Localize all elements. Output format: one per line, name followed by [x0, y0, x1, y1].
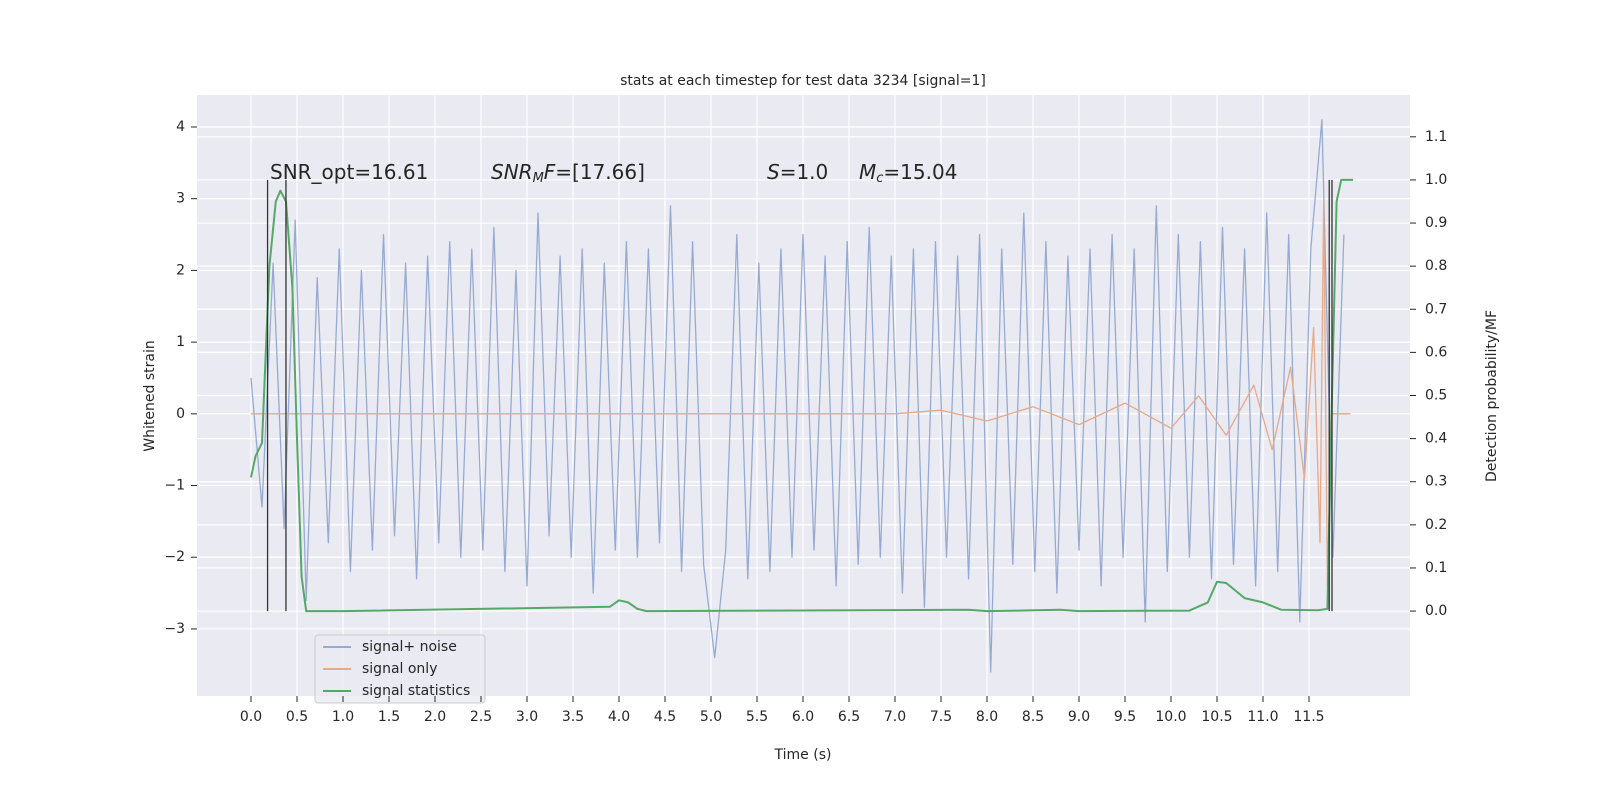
annotation: Mc=15.04: [859, 160, 957, 186]
y-tick-label: 2: [176, 262, 185, 278]
annotation-part: =1.0: [780, 160, 829, 184]
y2-tick-label: 0.0: [1425, 603, 1447, 619]
x-tick-label: 5.5: [746, 709, 768, 725]
x-tick-label: 2.0: [424, 709, 446, 725]
x-tick-label: 7.5: [930, 709, 952, 725]
legend-label: signal statistics: [362, 683, 470, 699]
x-tick-label: 6.0: [792, 709, 814, 725]
annotation-part: M: [533, 171, 544, 186]
y2-tick-label: 0.7: [1425, 301, 1447, 317]
y2-tick-label: 0.3: [1425, 474, 1447, 490]
y-tick-label: −1: [164, 478, 185, 494]
legend-label: signal+ noise: [362, 639, 457, 655]
x-tick-label: 9.0: [1068, 709, 1090, 725]
annotation-part: SNR: [491, 160, 533, 184]
x-axis-label: Time (s): [774, 747, 832, 763]
x-tick-label: 11.5: [1293, 709, 1324, 725]
x-tick-label: 2.5: [470, 709, 492, 725]
x-tick-label: 10.0: [1155, 709, 1186, 725]
x-tick-label: 5.0: [700, 709, 722, 725]
x-tick-label: 0.0: [240, 709, 262, 725]
y-tick-label: 4: [176, 119, 185, 135]
annotation-part: c: [876, 171, 883, 186]
y-tick-label: −3: [164, 621, 185, 637]
legend-label: signal only: [362, 661, 437, 677]
y2-tick-label: 0.6: [1425, 344, 1447, 360]
legend: signal+ noise signal only signal statistic…: [314, 634, 486, 704]
annotations: SNR_opt=16.61 SNRMF=[17.66] S=1.0 Mc=15.04: [270, 160, 957, 186]
y2-tick-label: 0.2: [1425, 517, 1447, 533]
annotation: SNR_opt=16.61: [270, 160, 428, 184]
y-axis-label: Whitened strain: [142, 340, 158, 451]
x-tick-label: 8.0: [976, 709, 998, 725]
x-tick-label: 1.5: [378, 709, 400, 725]
annotation-part: SNR_opt=16.61: [270, 160, 428, 184]
x-tick-label: 4.0: [608, 709, 630, 725]
annotation-part: =[17.66]: [555, 160, 645, 184]
legend-box: [314, 634, 486, 704]
y2-tick-label: 0.5: [1425, 388, 1447, 404]
marks: [250, 119, 1354, 673]
x-tick-label: 6.5: [838, 709, 860, 725]
series-line: [250, 178, 1354, 613]
x-tick-label: 10.5: [1201, 709, 1232, 725]
x-tick-label: 4.5: [654, 709, 676, 725]
chart-title: stats at each timestep for test data 323…: [620, 73, 986, 89]
y2-tick-label: 1.0: [1425, 172, 1447, 188]
annotation-part: S: [767, 160, 780, 184]
y-tick-label: 0: [176, 406, 185, 422]
annotation: S=1.0: [767, 160, 828, 184]
x-tick-label: 8.5: [1022, 709, 1044, 725]
series-line: [251, 198, 1351, 587]
annotation: SNRMF=[17.66]: [491, 160, 645, 186]
x-tick-label: 3.5: [562, 709, 584, 725]
y-tick-label: −2: [164, 549, 185, 565]
y-tick-label: 1: [176, 334, 185, 350]
y2-tick-label: 0.4: [1425, 431, 1447, 447]
y2-axis-label: Detection probability/MF: [1484, 310, 1500, 482]
y-tick-label: 3: [176, 191, 185, 207]
y2-tick-label: 1.1: [1425, 129, 1447, 145]
x-tick-label: 11.0: [1247, 709, 1278, 725]
y2-tick-label: 0.1: [1425, 560, 1447, 576]
y2-tick-label: 0.8: [1425, 258, 1447, 274]
x-tick-label: 3.0: [516, 709, 538, 725]
x-tick-label: 7.0: [884, 709, 906, 725]
x-tick-label: 1.0: [332, 709, 354, 725]
x-tick-label: 0.5: [286, 709, 308, 725]
annotation-part: F: [544, 160, 556, 184]
annotation-part: M: [859, 160, 876, 184]
annotation-part: =15.04: [883, 160, 957, 184]
x-tick-label: 9.5: [1114, 709, 1136, 725]
series-line: [250, 119, 1345, 673]
y2-tick-label: 0.9: [1425, 215, 1447, 231]
